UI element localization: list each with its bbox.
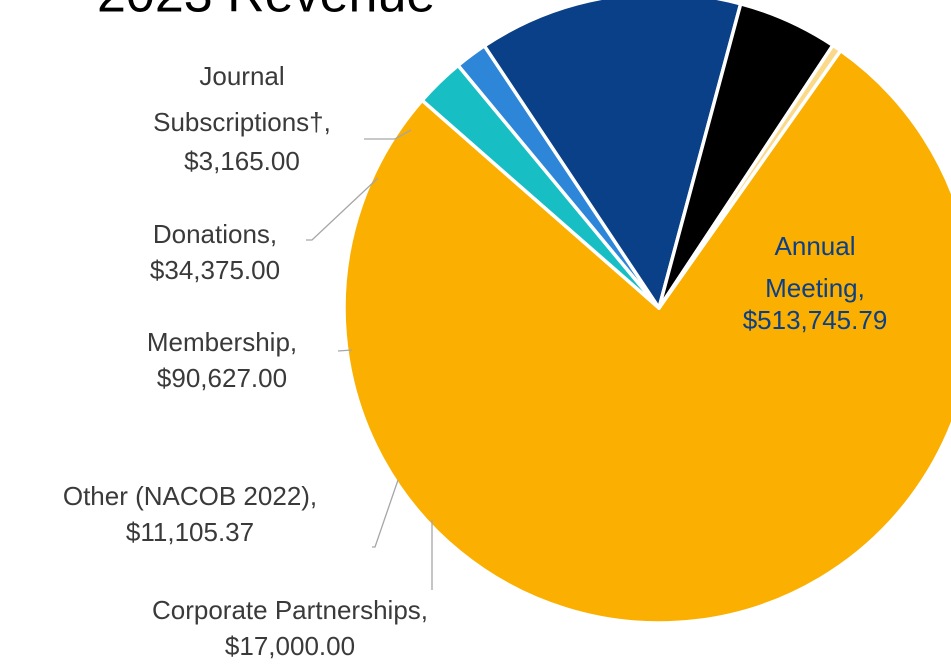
data-label-membership: Membership, $90,627.00	[147, 327, 297, 393]
slice-annual-meeting	[342, 48, 951, 625]
data-label-other-nacob-2022: Other (NACOB 2022), $11,105.37	[63, 481, 317, 547]
chart-title: 2023 Revenue	[97, 0, 435, 24]
leader-line-journal-subscriptions	[364, 129, 412, 140]
slice-membership	[482, 0, 743, 310]
data-label-donations: Donations, $34,375.00	[150, 219, 280, 285]
slice-labels: Annual Meeting, $513,745.79 Corporate Partn…	[63, 61, 887, 661]
leader-line-other-nacob-2022	[372, 479, 399, 548]
data-label-journal-subscriptions: Journal Subscriptions†, $3,165.00	[153, 61, 331, 176]
leader-line-membership	[337, 349, 353, 352]
label-leader-lines	[306, 129, 433, 590]
data-label-annual-meeting: Annual Meeting, $513,745.79	[743, 231, 888, 335]
slice-journal-subscriptions	[657, 43, 843, 310]
leader-line-donations	[306, 177, 379, 241]
pie-slices	[342, 0, 951, 625]
data-label-corporate-partnerships: Corporate Partnerships, $17,000.00	[152, 595, 428, 661]
